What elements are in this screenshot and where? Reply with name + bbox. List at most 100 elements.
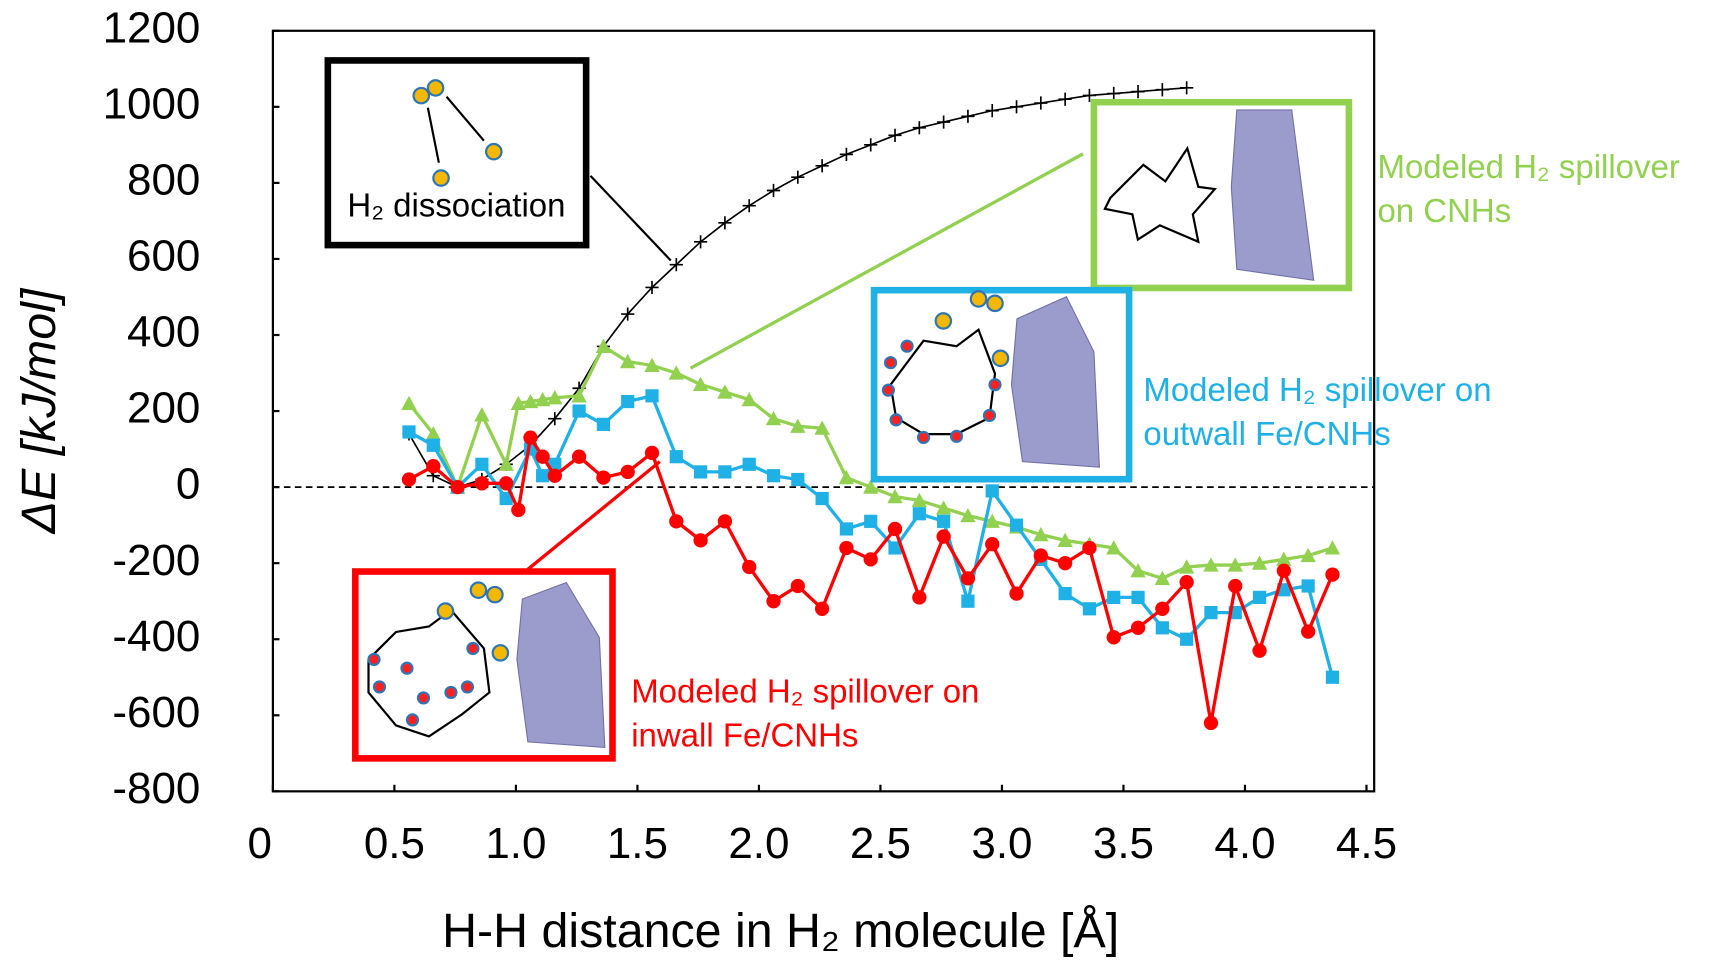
point xyxy=(669,450,683,464)
point xyxy=(1130,620,1146,635)
point xyxy=(499,476,514,491)
y-tick-label: 1200 xyxy=(103,3,201,52)
point xyxy=(499,491,513,506)
point xyxy=(912,590,927,605)
cnh-icon xyxy=(889,327,997,436)
y-tick-label: 800 xyxy=(127,155,200,204)
point xyxy=(864,514,878,528)
point xyxy=(911,492,928,508)
point xyxy=(548,412,562,426)
point xyxy=(620,464,635,480)
x-tick-label: 1.5 xyxy=(607,819,668,868)
point xyxy=(888,128,902,142)
point xyxy=(1131,590,1145,604)
point xyxy=(1131,85,1145,99)
point xyxy=(1276,563,1291,578)
point xyxy=(401,395,417,411)
point xyxy=(839,540,854,556)
point xyxy=(742,199,756,213)
series xyxy=(401,430,1340,731)
connector xyxy=(526,460,661,571)
point xyxy=(536,469,550,483)
point xyxy=(1325,670,1340,684)
point xyxy=(1082,540,1097,556)
point xyxy=(936,529,951,544)
x-tick-label: 3.5 xyxy=(1093,819,1154,868)
nanohorn-icon xyxy=(1230,109,1315,281)
point xyxy=(668,365,684,380)
point xyxy=(1033,526,1049,542)
point xyxy=(1155,621,1169,635)
point xyxy=(960,571,976,586)
point xyxy=(693,533,708,548)
point xyxy=(669,514,684,529)
point xyxy=(791,472,805,487)
legend-entry: Modeled H₂ spillover on inwall Fe/CNHs xyxy=(631,673,980,754)
cnh-icon xyxy=(1103,145,1217,244)
dissociation-box xyxy=(324,57,590,249)
point xyxy=(1033,548,1048,563)
point xyxy=(766,183,781,198)
point xyxy=(510,395,527,411)
point xyxy=(1324,540,1341,555)
point xyxy=(547,390,563,405)
point xyxy=(888,541,902,555)
point xyxy=(1009,586,1024,601)
point xyxy=(645,280,659,295)
point xyxy=(669,258,683,272)
point xyxy=(863,552,878,567)
point xyxy=(1155,83,1169,97)
point xyxy=(426,438,440,452)
y-tick-label: 200 xyxy=(127,384,200,433)
point xyxy=(1252,643,1267,658)
point xyxy=(595,338,612,354)
point xyxy=(1251,555,1268,570)
point xyxy=(475,457,489,471)
point xyxy=(450,479,465,495)
point xyxy=(534,391,551,407)
x-tick-label: 0.5 xyxy=(364,819,425,868)
point xyxy=(522,393,539,409)
point xyxy=(572,404,586,418)
point xyxy=(766,469,781,483)
legend-label: Modeled H₂ spillover on inwall Fe/CNHs xyxy=(631,673,980,754)
point xyxy=(474,476,490,491)
point xyxy=(1057,556,1073,571)
point xyxy=(814,601,830,616)
series xyxy=(401,338,1341,585)
x-tick-label: 0 xyxy=(247,819,271,868)
point xyxy=(1301,579,1315,593)
point xyxy=(1178,559,1195,574)
y-tick-label: -600 xyxy=(112,688,200,737)
point xyxy=(912,507,926,521)
cnh-icon xyxy=(367,608,491,738)
point xyxy=(547,468,562,483)
point xyxy=(1130,563,1146,578)
point xyxy=(839,147,854,161)
x-tick-label: 3.0 xyxy=(971,819,1032,868)
nanohorn-icon xyxy=(516,581,606,748)
point xyxy=(644,445,660,461)
y-tick-label: -400 xyxy=(112,612,200,661)
point xyxy=(961,594,975,608)
molecule-icon xyxy=(436,581,510,662)
point xyxy=(1204,606,1218,620)
molecule-icon xyxy=(412,79,503,187)
point xyxy=(620,353,636,369)
y-tick-label: -200 xyxy=(112,536,200,585)
fe-atoms xyxy=(367,641,480,727)
connector xyxy=(589,175,672,262)
point xyxy=(717,514,733,529)
point xyxy=(790,418,806,433)
x-tick-label: 4.5 xyxy=(1336,819,1397,868)
point xyxy=(718,465,732,479)
point xyxy=(1203,557,1219,572)
point xyxy=(692,376,709,392)
y-tick-label: 400 xyxy=(127,308,200,357)
point xyxy=(887,521,903,537)
point xyxy=(1009,100,1024,114)
point xyxy=(766,594,781,609)
point xyxy=(790,578,805,594)
y-tick-label: -800 xyxy=(112,764,200,813)
